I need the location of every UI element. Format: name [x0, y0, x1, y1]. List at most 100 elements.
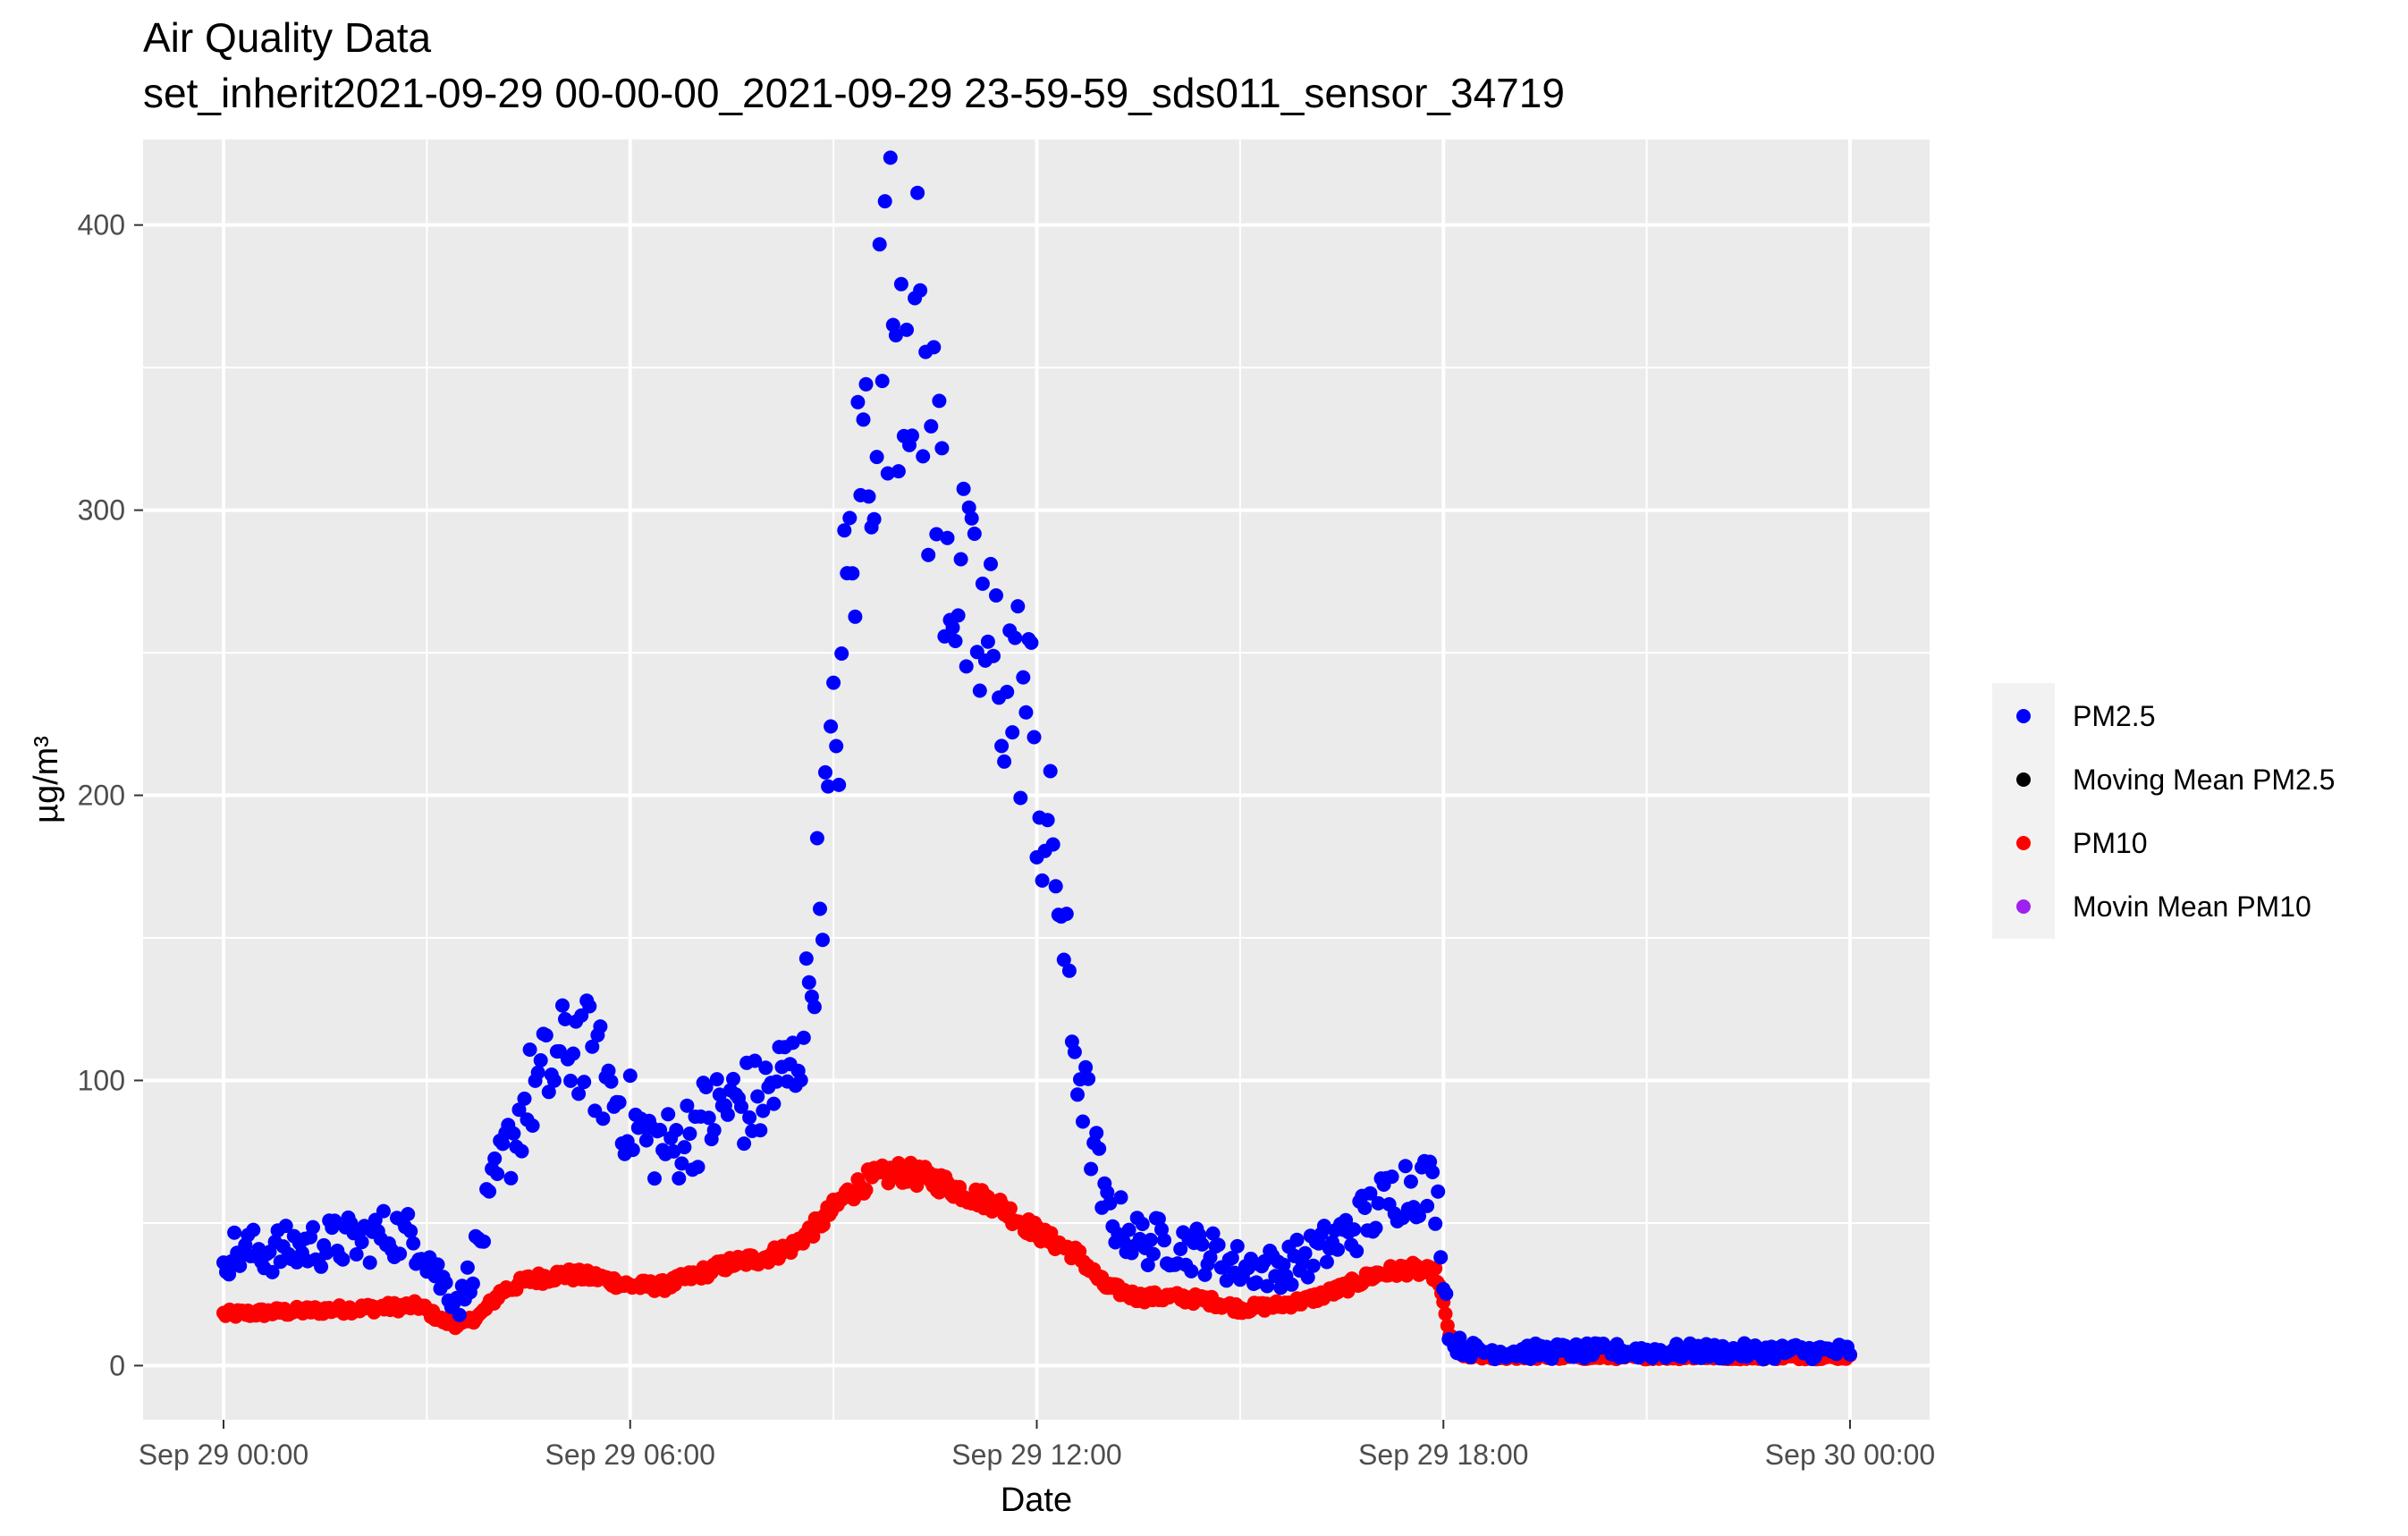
- data-point: [829, 738, 844, 754]
- y-tick-label: 400: [78, 209, 125, 241]
- data-point: [1035, 873, 1050, 888]
- data-point: [653, 1122, 668, 1137]
- data-point: [482, 1184, 497, 1199]
- data-point: [541, 1084, 556, 1100]
- data-point: [883, 150, 898, 165]
- data-point: [452, 1307, 467, 1322]
- data-point: [706, 1123, 722, 1138]
- data-point: [1203, 1250, 1218, 1265]
- data-point: [1145, 1246, 1161, 1262]
- data-point: [1000, 684, 1015, 699]
- data-point: [1016, 670, 1031, 685]
- data-point: [1154, 1222, 1169, 1237]
- data-point: [1319, 1254, 1334, 1270]
- data-point: [1398, 1159, 1413, 1174]
- data-point: [1249, 1275, 1264, 1290]
- data-point: [869, 450, 884, 465]
- data-point: [577, 1075, 592, 1090]
- data-point: [1268, 1269, 1283, 1284]
- data-point: [701, 1110, 716, 1126]
- data-point: [910, 185, 925, 200]
- data-point: [1103, 1195, 1118, 1211]
- data-point: [1363, 1186, 1378, 1201]
- data-point: [880, 466, 895, 481]
- data-point: [769, 1074, 784, 1089]
- data-point: [891, 464, 906, 479]
- data-point: [319, 1245, 334, 1261]
- data-point: [1048, 879, 1063, 894]
- data-point: [905, 428, 919, 443]
- data-point: [555, 998, 570, 1013]
- data-point: [1431, 1184, 1446, 1199]
- data-point: [940, 530, 955, 545]
- title-group: Air Quality Data set_inherit2021-09-29 0…: [143, 14, 1565, 116]
- data-point: [1371, 1195, 1386, 1211]
- data-point: [1089, 1126, 1104, 1141]
- data-point: [1092, 1141, 1107, 1156]
- data-point: [1347, 1222, 1362, 1237]
- data-point: [1276, 1257, 1291, 1272]
- data-point: [530, 1065, 545, 1080]
- data-point: [487, 1151, 503, 1166]
- data-point: [720, 1107, 735, 1122]
- data-point: [680, 1098, 695, 1113]
- data-point: [582, 999, 597, 1014]
- data-point: [834, 646, 849, 661]
- data-point: [826, 675, 841, 690]
- data-point: [997, 754, 1012, 769]
- data-point: [756, 1103, 771, 1118]
- data-point: [1018, 705, 1034, 720]
- data-point: [1260, 1279, 1275, 1294]
- data-point: [959, 659, 974, 674]
- y-axis: 0 100 200 300 400: [78, 209, 143, 1381]
- data-point: [858, 376, 874, 392]
- data-point: [856, 412, 871, 427]
- data-point: [1140, 1258, 1155, 1272]
- data-point: [837, 523, 852, 538]
- data-point: [403, 1224, 418, 1239]
- data-point: [1349, 1244, 1365, 1259]
- data-point: [376, 1203, 391, 1219]
- data-point: [490, 1167, 505, 1181]
- data-point: [748, 1053, 763, 1068]
- data-point: [1339, 1212, 1354, 1228]
- data-point: [967, 527, 982, 541]
- data-point: [1008, 630, 1023, 646]
- data-point: [306, 1220, 320, 1235]
- data-point: [1056, 952, 1071, 967]
- data-point: [1100, 1185, 1115, 1200]
- data-point: [222, 1267, 237, 1282]
- data-point: [807, 1000, 822, 1015]
- data-point: [495, 1136, 511, 1152]
- data-point: [1357, 1201, 1373, 1215]
- data-point: [1043, 1226, 1059, 1241]
- data-point: [574, 1008, 589, 1023]
- data-point: [1157, 1233, 1171, 1248]
- legend-label: Moving Mean PM2.5: [2073, 764, 2335, 796]
- data-point: [984, 556, 998, 571]
- data-point: [866, 511, 882, 527]
- x-tick-label: Sep 29 18:00: [1358, 1439, 1528, 1471]
- data-point: [1024, 635, 1039, 650]
- data-point: [858, 1182, 874, 1197]
- data-point: [596, 1111, 611, 1127]
- x-axis-title: Date: [1001, 1481, 1072, 1519]
- data-point: [1081, 1071, 1096, 1086]
- data-point: [514, 1144, 529, 1159]
- legend-key: [2016, 836, 2031, 850]
- data-point: [989, 588, 1003, 603]
- data-point: [661, 1107, 676, 1122]
- y-axis-title: µg/m³: [28, 736, 65, 823]
- data-point: [709, 1072, 724, 1087]
- data-point: [796, 1030, 811, 1045]
- data-point: [1045, 837, 1060, 852]
- data-point: [924, 418, 939, 434]
- data-point: [1005, 725, 1020, 740]
- data-point: [809, 831, 824, 846]
- data-point: [625, 1143, 640, 1158]
- data-point: [1420, 1198, 1435, 1213]
- data-point: [975, 576, 990, 591]
- data-point: [638, 1133, 654, 1148]
- data-point: [1076, 1114, 1090, 1129]
